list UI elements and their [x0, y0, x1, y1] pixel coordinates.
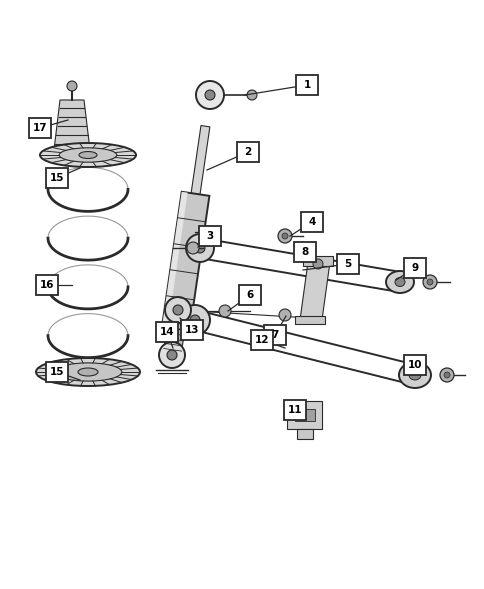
FancyBboxPatch shape [46, 362, 68, 382]
Circle shape [166, 350, 177, 360]
FancyBboxPatch shape [403, 355, 425, 375]
Circle shape [277, 229, 291, 243]
Polygon shape [162, 192, 209, 331]
Text: 11: 11 [287, 405, 302, 415]
Ellipse shape [59, 148, 117, 162]
FancyBboxPatch shape [46, 168, 68, 188]
Ellipse shape [385, 271, 413, 293]
Circle shape [186, 234, 213, 262]
FancyBboxPatch shape [294, 316, 324, 324]
FancyBboxPatch shape [237, 142, 258, 162]
Ellipse shape [36, 358, 140, 386]
Text: 10: 10 [407, 360, 422, 370]
Polygon shape [54, 100, 90, 150]
Circle shape [205, 90, 214, 100]
Circle shape [67, 81, 77, 91]
Text: 2: 2 [244, 147, 251, 157]
Ellipse shape [40, 143, 136, 167]
Text: 15: 15 [50, 367, 64, 377]
Ellipse shape [394, 277, 404, 286]
FancyBboxPatch shape [239, 285, 260, 305]
Circle shape [195, 243, 205, 253]
Circle shape [173, 305, 182, 315]
Ellipse shape [408, 370, 420, 380]
Polygon shape [163, 327, 184, 356]
FancyBboxPatch shape [293, 242, 316, 262]
FancyBboxPatch shape [156, 322, 178, 342]
FancyBboxPatch shape [403, 258, 425, 278]
Text: 15: 15 [50, 173, 64, 183]
FancyBboxPatch shape [287, 401, 322, 429]
FancyBboxPatch shape [251, 330, 272, 350]
Circle shape [190, 315, 199, 325]
FancyBboxPatch shape [294, 409, 314, 421]
Circle shape [439, 368, 453, 382]
Circle shape [219, 305, 230, 317]
FancyBboxPatch shape [336, 254, 358, 274]
Circle shape [159, 342, 184, 368]
Circle shape [312, 259, 322, 269]
Polygon shape [191, 125, 210, 194]
FancyBboxPatch shape [301, 212, 322, 232]
Ellipse shape [398, 362, 430, 388]
Text: 17: 17 [32, 123, 47, 133]
Text: 9: 9 [410, 263, 418, 273]
Text: 3: 3 [206, 231, 213, 241]
Circle shape [187, 242, 198, 254]
Circle shape [165, 297, 191, 323]
FancyBboxPatch shape [263, 325, 286, 345]
Circle shape [422, 275, 436, 289]
Text: 8: 8 [301, 247, 308, 257]
Text: 5: 5 [344, 259, 351, 269]
FancyBboxPatch shape [302, 256, 333, 266]
Text: 13: 13 [184, 325, 199, 335]
Polygon shape [300, 262, 329, 320]
Circle shape [278, 309, 290, 321]
FancyBboxPatch shape [295, 75, 318, 95]
Text: 1: 1 [303, 80, 310, 90]
Ellipse shape [54, 363, 121, 381]
Circle shape [196, 81, 224, 109]
Text: 4: 4 [308, 217, 315, 227]
FancyBboxPatch shape [284, 400, 305, 420]
Circle shape [180, 305, 210, 335]
Text: 16: 16 [40, 280, 54, 290]
FancyBboxPatch shape [198, 226, 221, 246]
FancyBboxPatch shape [29, 118, 51, 138]
Circle shape [443, 372, 449, 378]
Circle shape [246, 90, 257, 100]
Ellipse shape [79, 151, 97, 158]
FancyBboxPatch shape [296, 429, 312, 439]
FancyBboxPatch shape [181, 320, 203, 340]
Text: 12: 12 [254, 335, 269, 345]
Text: 7: 7 [271, 330, 278, 340]
Circle shape [426, 279, 432, 285]
Polygon shape [162, 192, 187, 328]
Ellipse shape [78, 368, 98, 376]
Text: 14: 14 [159, 327, 174, 337]
Text: 6: 6 [246, 290, 253, 300]
FancyBboxPatch shape [36, 275, 58, 295]
Circle shape [281, 233, 287, 239]
